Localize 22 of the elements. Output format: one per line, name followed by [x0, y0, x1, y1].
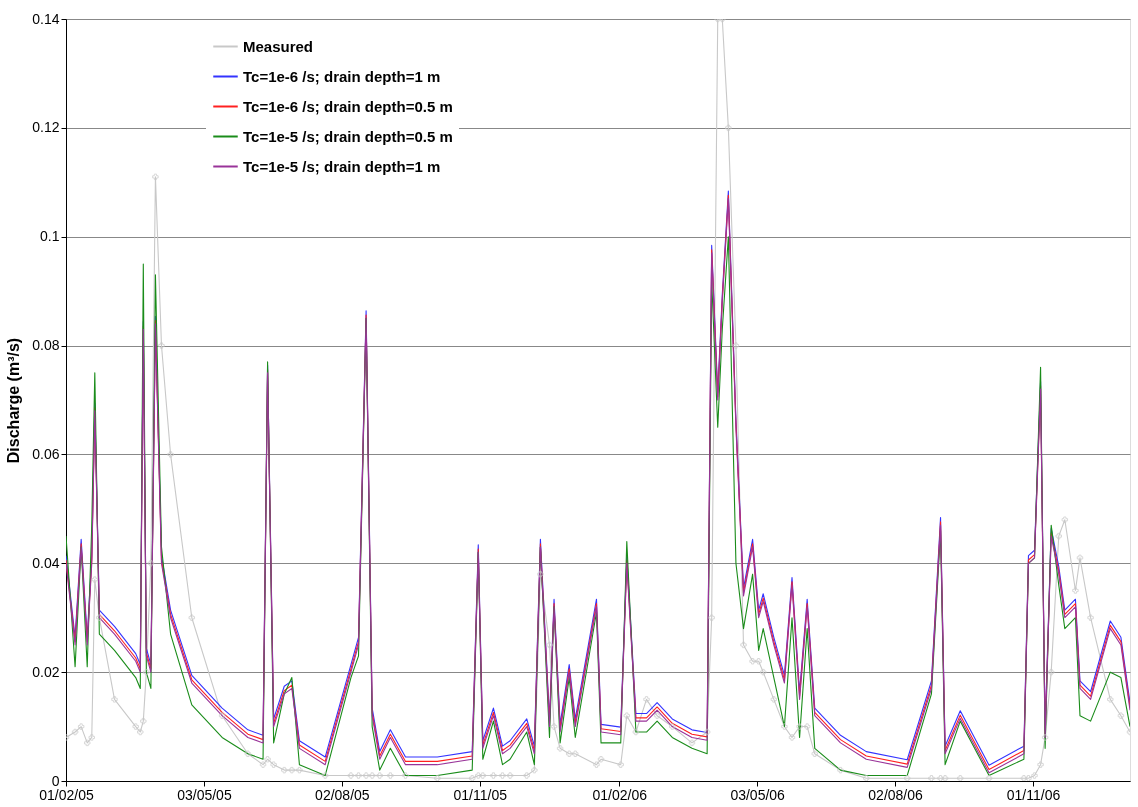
legend-label: Measured	[243, 37, 314, 55]
y-tick-label: 0.02	[32, 663, 60, 680]
x-tick-label: 01/11/05	[453, 786, 508, 803]
y-tick-label: 0.14	[32, 10, 60, 27]
legend-label: Tc=1e-6 /s; drain depth=1 m	[243, 67, 441, 85]
x-tick-label: 03/05/05	[177, 786, 232, 803]
x-tick-label: 02/08/06	[868, 786, 924, 803]
y-tick-label: 0.12	[32, 119, 60, 136]
y-tick-label: 0.06	[32, 445, 60, 462]
x-tick-label: 03/05/06	[730, 786, 786, 803]
x-tick-label: 01/11/06	[1006, 786, 1061, 803]
legend-label: Tc=1e-5 /s; drain depth=1 m	[243, 157, 441, 175]
y-tick-label: 0.1	[40, 228, 60, 245]
legend-label: Tc=1e-5 /s; drain depth=0.5 m	[243, 127, 453, 145]
x-tick-label: 02/08/05	[315, 786, 370, 803]
legend-label: Tc=1e-6 /s; drain depth=0.5 m	[243, 97, 453, 115]
x-tick-label: 01/02/05	[39, 786, 94, 803]
y-tick-label: 0	[51, 772, 60, 789]
y-tick-label: 0.04	[32, 554, 60, 571]
y-tick-label: 0.08	[32, 337, 60, 354]
x-tick-label: 01/02/06	[592, 786, 648, 803]
y-axis-title: Discharge (m³/s)	[5, 337, 23, 464]
